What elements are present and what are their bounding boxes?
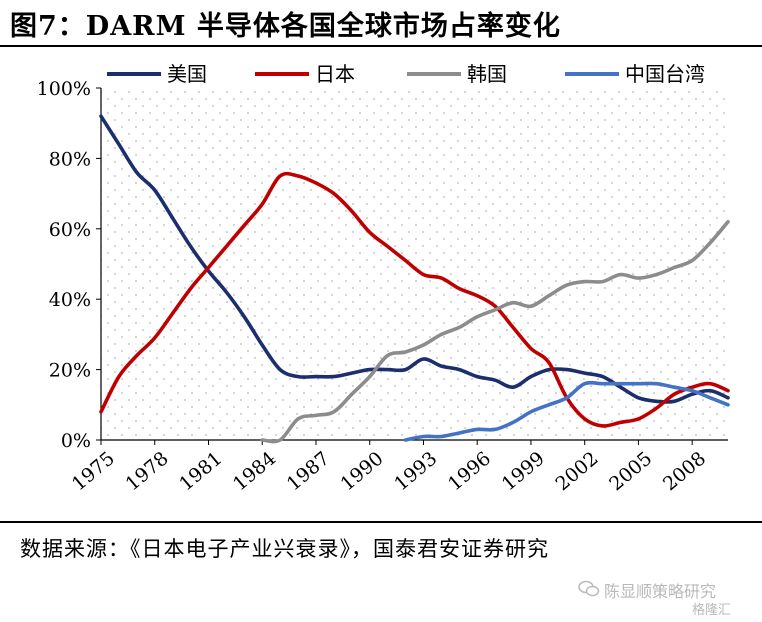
- x-tick-label: 1975: [68, 447, 119, 495]
- series-lines: [99, 114, 730, 444]
- wechat-logo-icon: [578, 580, 600, 597]
- korea-series-line: [260, 220, 730, 444]
- bottom-rule: [0, 521, 762, 523]
- x-tick-label: 1996: [444, 447, 495, 495]
- japan-series-line: [99, 171, 730, 428]
- legend-label: 韩国: [467, 62, 507, 86]
- x-tick-label: 2002: [551, 447, 602, 495]
- x-tick-label: 1993: [390, 447, 441, 495]
- y-tick-label: 80%: [49, 148, 91, 170]
- y-tick-label: 40%: [49, 289, 91, 311]
- y-tick-label: 0%: [61, 430, 91, 452]
- source-note: 数据来源：《日本电子产业兴衰录》，国泰君安证券研究: [20, 537, 549, 561]
- y-tick-label: 100%: [37, 78, 91, 100]
- watermark: 陈显顺策略研究 格隆汇: [578, 578, 758, 618]
- x-tick-label: 1990: [336, 447, 387, 495]
- figure-title: 图7：DARM 半导体各国全球市场占率变化: [10, 11, 561, 42]
- top-rule: [0, 45, 762, 47]
- watermark-sub: 格隆汇: [692, 603, 732, 618]
- legend-label: 中国台湾: [625, 62, 705, 86]
- watermark-text: 陈显顺策略研究: [604, 582, 717, 601]
- x-tick-label: 2005: [605, 447, 656, 495]
- y-tick-label: 20%: [49, 360, 91, 382]
- x-tick-label: 1987: [283, 447, 334, 495]
- x-tick-label: 1981: [175, 447, 226, 495]
- x-tick-label: 1978: [122, 447, 173, 495]
- x-tick-label: 2008: [659, 447, 710, 495]
- x-tick-label: 1999: [498, 447, 549, 495]
- x-tick-label: 1984: [229, 447, 280, 495]
- plot-area-background: [101, 88, 728, 440]
- y-tick-label: 60%: [49, 219, 91, 241]
- legend-label: 日本: [315, 62, 355, 86]
- legend: 美国 日本 韩国 中国台湾: [107, 62, 705, 86]
- taiwan-series-line: [403, 380, 730, 442]
- legend-label: 美国: [167, 62, 207, 86]
- market-share-chart: 0%20%40%60%80%100%1975 1978 1981 1984 1987 19…: [37, 62, 730, 495]
